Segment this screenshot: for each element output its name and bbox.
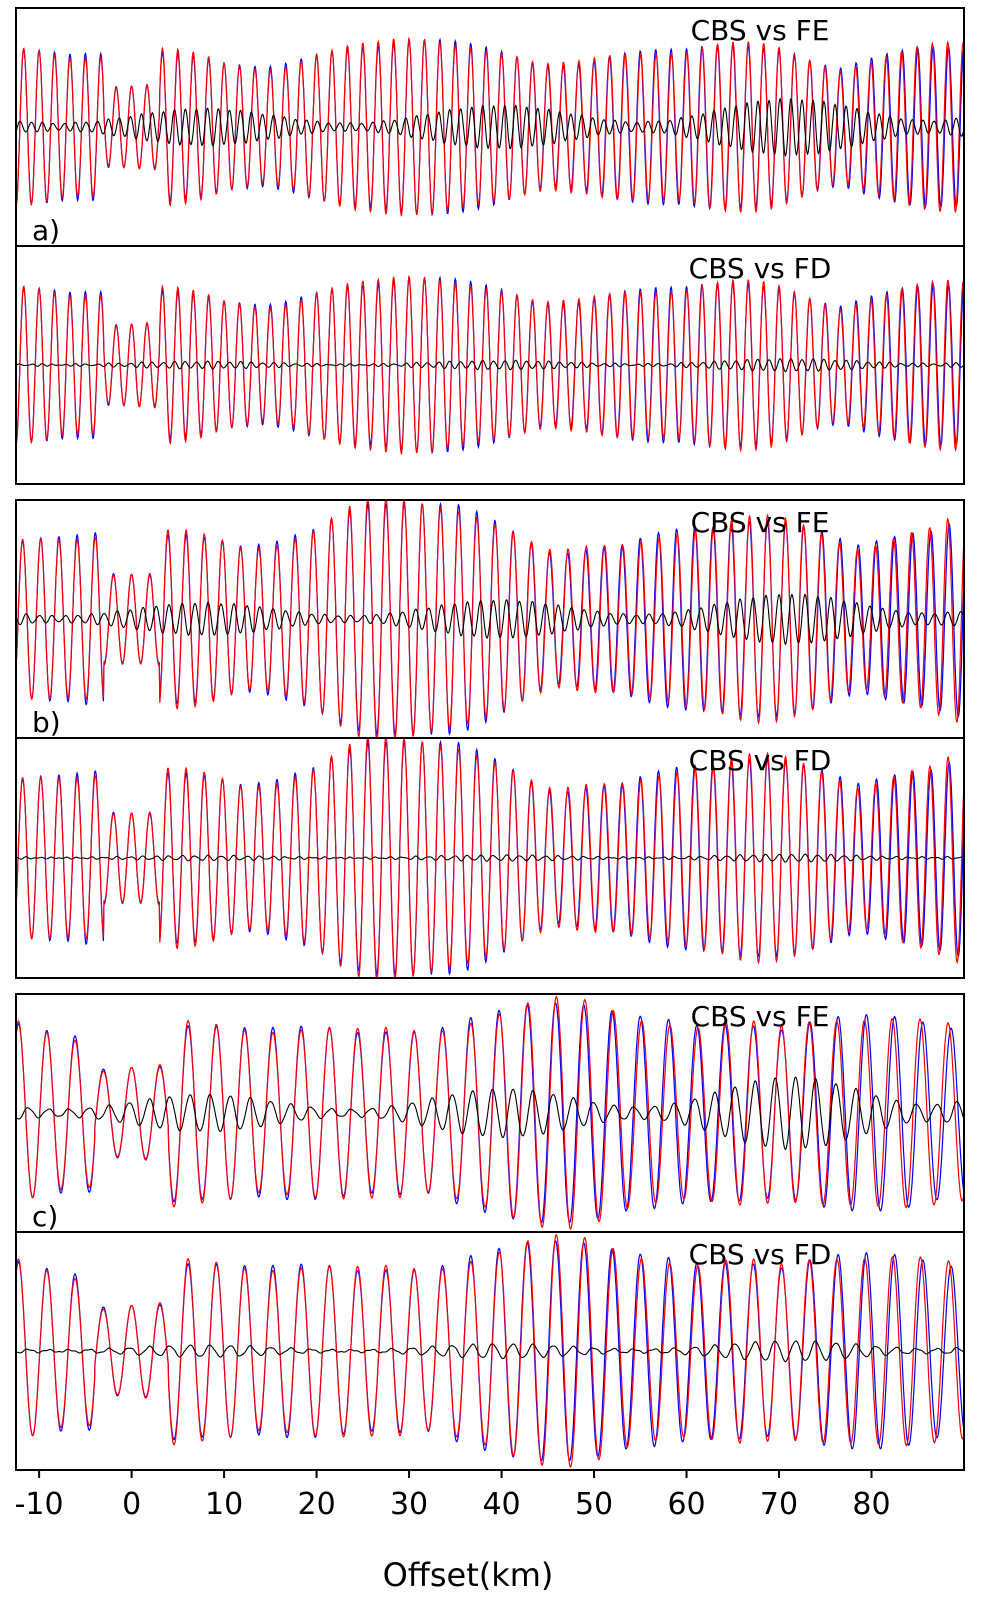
panel-title: CBS vs FE: [691, 506, 830, 539]
panel-frame: [15, 1231, 965, 1471]
series-comparison-line: [15, 1233, 965, 1469]
x-axis-title: Offset(km): [383, 1556, 554, 1594]
series-comparison-line: [15, 36, 965, 217]
x-tick-label: 50: [575, 1487, 613, 1522]
x-tick-label: 60: [667, 1487, 705, 1522]
x-tick-label: 20: [297, 1487, 335, 1522]
panel-title: CBS vs FE: [691, 1000, 830, 1033]
x-tick-label: -10: [15, 1487, 64, 1522]
panel-title: CBS vs FD: [689, 1238, 832, 1271]
x-tick-label: 40: [482, 1487, 520, 1522]
panel-1-1: CBS vs FE a): [15, 7, 965, 247]
panel-2-2: CBS vs FD: [15, 737, 965, 979]
panel-label: a): [32, 214, 60, 247]
panel-3-2: CBS vs FD: [15, 1231, 965, 1471]
panel-label: c): [32, 1200, 58, 1233]
x-tick-label: 10: [205, 1487, 243, 1522]
x-tick-label: 80: [852, 1487, 890, 1522]
series-difference-line: [16, 1340, 965, 1363]
x-tick-label: 0: [122, 1487, 141, 1522]
series-difference-line: [15, 1076, 965, 1151]
panel-title: CBS vs FD: [689, 252, 832, 285]
panel-title: CBS vs FE: [691, 14, 830, 47]
panel-1-2: CBS vs FD: [15, 245, 965, 485]
x-tick-label: 70: [760, 1487, 798, 1522]
series-difference-line: [15, 593, 965, 646]
series-reference-line: [15, 1240, 965, 1462]
series-comparison-line: [15, 737, 965, 979]
panel-frame: [15, 737, 965, 979]
series-difference-line: [15, 358, 965, 373]
series-comparison-line: [15, 275, 965, 455]
x-tick-label: 30: [390, 1487, 428, 1522]
panel-frame: [15, 245, 965, 485]
panel-label: b): [32, 706, 61, 739]
series-comparison-line: [15, 995, 965, 1231]
series-difference-line: [15, 97, 965, 158]
x-axis: -10 0 10 20 30 40 50 60 70 80 Offset(km): [15, 1470, 891, 1594]
panel-3-1: CBS vs FE c): [15, 993, 965, 1233]
panel-title: CBS vs FD: [689, 744, 832, 777]
panel-2-1: CBS vs FE b): [15, 499, 965, 739]
series-comparison-line: [15, 499, 965, 739]
series-difference-line: [16, 853, 965, 863]
series-reference-line: [15, 1002, 965, 1224]
